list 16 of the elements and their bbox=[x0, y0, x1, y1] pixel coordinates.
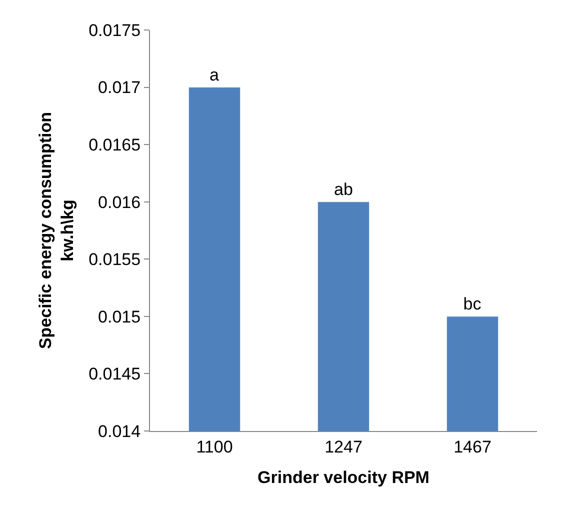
data-label: bc bbox=[463, 294, 482, 314]
y-tick-label: 0.0145 bbox=[88, 364, 141, 384]
data-label: ab bbox=[334, 180, 353, 199]
data-label: a bbox=[210, 65, 220, 84]
y-axis-title: Specific energy consumption kw.h\kg bbox=[36, 112, 78, 350]
y-tick-label: 0.0175 bbox=[88, 20, 141, 40]
x-tick-label: 1100 bbox=[196, 437, 233, 456]
y-tick-label: 0.017 bbox=[98, 78, 141, 98]
x-axis-title: Grinder velocity RPM bbox=[258, 468, 430, 487]
x-tick-label: 1247 bbox=[324, 437, 362, 456]
y-tick-label: 0.0165 bbox=[88, 136, 141, 155]
y-tick-label: 0.016 bbox=[98, 192, 141, 212]
x-tick-label: 1467 bbox=[454, 437, 492, 456]
y-tick-label: 0.015 bbox=[98, 307, 141, 326]
y-tick-label: 0.014 bbox=[98, 422, 141, 441]
y-tick-label: 0.0155 bbox=[88, 250, 141, 270]
